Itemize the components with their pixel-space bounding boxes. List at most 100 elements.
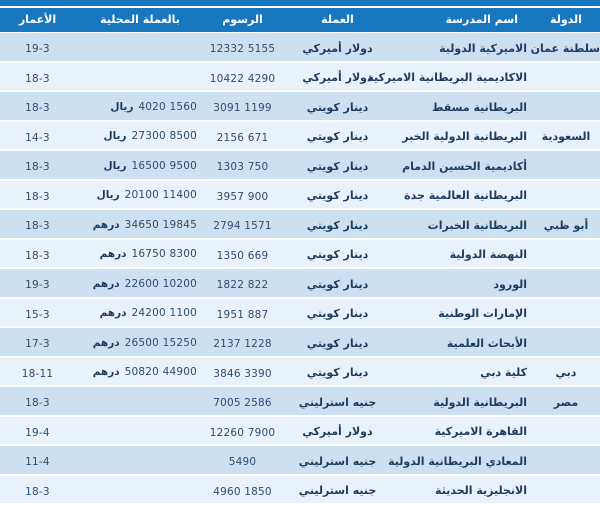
ages-value: 19-4 bbox=[25, 426, 50, 439]
cell-fees: 12260 7900 bbox=[205, 417, 280, 447]
ages-value: 18-3 bbox=[25, 249, 50, 262]
ages-value: 18-3 bbox=[25, 102, 50, 114]
cell-ages: 18-3 bbox=[0, 476, 75, 505]
cell-fees: 7005 2586 bbox=[205, 387, 280, 417]
local-currency-value: 50820 44900 bbox=[124, 366, 197, 378]
cell-currency: دينار كويتي bbox=[306, 100, 369, 114]
fees-value: 1350 669 bbox=[216, 249, 269, 262]
table-row: 18-3 درهم 16750 8300 1350 669 دينار كويت… bbox=[0, 239, 600, 270]
cell-fees: 1951 887 bbox=[205, 299, 280, 329]
cell-ages: 18-3 bbox=[0, 151, 75, 181]
cell-school-name: الاميركية الدولية bbox=[439, 41, 527, 55]
local-currency-unit: ريال bbox=[110, 100, 134, 113]
ages-value: 17-3 bbox=[25, 338, 50, 350]
ages-value: 18-3 bbox=[25, 161, 50, 173]
cell-ages: 19-3 bbox=[0, 33, 75, 63]
cell-local-currency: درهم 22600 10200 bbox=[75, 271, 205, 298]
table-top-strip bbox=[0, 0, 600, 8]
local-currency-value: 26500 15250 bbox=[124, 336, 197, 349]
cell-local-currency: ريال 16500 9500 bbox=[75, 153, 205, 180]
cell-currency: دولار أميركي bbox=[302, 41, 373, 55]
cell-school-name: المعادي البريطانية الدولية bbox=[388, 454, 527, 468]
table-row: 18-3 ريال 16500 9500 1303 750 دينار كويت… bbox=[0, 151, 600, 181]
cell-ages: 15-3 bbox=[0, 299, 75, 329]
cell-currency: جنيه استرليني bbox=[298, 395, 377, 409]
fees-value: 3846 3390 bbox=[213, 367, 272, 380]
cell-fees: 3957 900 bbox=[205, 181, 280, 211]
local-currency-unit: درهم bbox=[92, 366, 120, 378]
column-header-country: الدولة bbox=[550, 13, 582, 26]
cell-school-name: البريطانية الدولية الخبر bbox=[402, 130, 527, 143]
cell-ages: 18-3 bbox=[0, 92, 75, 122]
fees-value: 10422 4290 bbox=[209, 72, 276, 85]
table-row: 19-3 درهم 22600 10200 1822 822 دينار كوي… bbox=[0, 269, 600, 299]
local-currency-value: 27300 8500 bbox=[131, 130, 197, 142]
local-currency-unit: درهم bbox=[99, 248, 127, 260]
cell-ages: 18-3 bbox=[0, 210, 75, 240]
table-header-row: الأعمار بالعملة المحلية الرسوم العملة اس… bbox=[0, 8, 600, 33]
cell-local-currency: درهم 24200 1100 bbox=[75, 300, 205, 327]
cell-fees: 5490 bbox=[205, 446, 280, 476]
cell-currency: دينار كويتي bbox=[306, 159, 369, 173]
fees-value: 2156 671 bbox=[216, 131, 269, 144]
table-row: 17-3 درهم 26500 15250 2137 1228 دينار كو… bbox=[0, 328, 600, 358]
column-header-currency: العملة bbox=[321, 13, 354, 26]
fees-value: 3091 1199 bbox=[213, 102, 272, 114]
cell-fees: 2137 1228 bbox=[205, 328, 280, 358]
cell-school-name: الأبحاث العلمية bbox=[446, 336, 527, 350]
table-row: 11-4 5490 جنيه استرليني المعادي البريطان… bbox=[0, 446, 600, 476]
cell-local-currency: درهم 16750 8300 bbox=[75, 241, 205, 268]
ages-value: 18-3 bbox=[25, 190, 50, 203]
cell-ages: 14-3 bbox=[0, 122, 75, 152]
cell-school-name: الورود bbox=[493, 277, 527, 291]
table-row: 18-3 7005 2586 جنيه استرليني البريطانية … bbox=[0, 387, 600, 417]
cell-school-name: كلية دبي bbox=[480, 366, 527, 379]
ages-value: 11-4 bbox=[25, 456, 50, 468]
fees-value: 12332 5155 bbox=[209, 43, 276, 55]
cell-country: السعودية bbox=[541, 130, 591, 143]
ages-value: 14-3 bbox=[25, 131, 50, 144]
cell-fees: 3091 1199 bbox=[205, 92, 280, 122]
table-row: 18-3 4960 1850 جنيه استرليني الانجليزية … bbox=[0, 475, 600, 505]
cell-fees: 2794 1571 bbox=[205, 210, 280, 240]
fees-value: 2794 1571 bbox=[213, 220, 272, 232]
cell-local-currency: درهم 50820 44900 bbox=[75, 359, 205, 386]
cell-school-name: البريطانية مسقط bbox=[431, 100, 527, 114]
table-row: 19-4 12260 7900 دولار أميركي القاهرة الا… bbox=[0, 416, 600, 447]
ages-value: 18-3 bbox=[25, 397, 50, 409]
table-row: 18-3 درهم 34650 19845 2794 1571 دينار كو… bbox=[0, 210, 600, 240]
local-currency-value: 16750 8300 bbox=[131, 248, 197, 260]
local-currency-unit: درهم bbox=[92, 218, 120, 231]
cell-country: سلطنة عمان bbox=[530, 41, 600, 55]
fees-value: 5490 bbox=[228, 456, 257, 468]
fees-value: 12260 7900 bbox=[209, 426, 276, 439]
cell-school-name: البريطانية العالمية جدة bbox=[404, 189, 527, 202]
cell-currency: دولار أميركي bbox=[302, 425, 373, 438]
local-currency-unit: درهم bbox=[92, 277, 120, 290]
local-currency-unit: درهم bbox=[92, 336, 120, 349]
fees-value: 1822 822 bbox=[216, 279, 269, 291]
column-header-ages: الأعمار bbox=[18, 13, 57, 26]
local-currency-value: 22600 10200 bbox=[124, 277, 197, 290]
cell-school-name: الانجليزية الحديثة bbox=[435, 484, 527, 497]
cell-fees: 3846 3390 bbox=[205, 358, 280, 388]
cell-currency: دولار أميركي bbox=[302, 71, 373, 84]
cell-currency: دينار كويتي bbox=[306, 189, 369, 202]
fees-value: 7005 2586 bbox=[213, 397, 272, 409]
column-header-school-name: اسم المدرسة bbox=[445, 13, 519, 26]
fees-value: 3957 900 bbox=[216, 190, 269, 203]
cell-school-name: أكاديمية الحسين الدمام bbox=[402, 159, 527, 173]
local-currency-unit: ريال bbox=[96, 189, 120, 201]
local-currency-value: 16500 9500 bbox=[131, 159, 197, 172]
cell-ages: 18-3 bbox=[0, 240, 75, 270]
cell-local-currency: درهم 26500 15250 bbox=[75, 330, 205, 357]
cell-school-name: البريطانية الخبرات bbox=[427, 218, 527, 232]
cell-currency: دينار كويتي bbox=[306, 336, 369, 350]
cell-ages: 18-3 bbox=[0, 387, 75, 417]
local-currency-unit: درهم bbox=[99, 307, 127, 319]
fees-value: 1951 887 bbox=[216, 308, 269, 321]
table-row: 14-3 ريال 27300 8500 2156 671 دينار كويت… bbox=[0, 121, 600, 152]
table-row: 15-3 درهم 24200 1100 1951 887 دينار كويت… bbox=[0, 298, 600, 329]
cell-local-currency: ريال 4020 1560 bbox=[75, 94, 205, 121]
